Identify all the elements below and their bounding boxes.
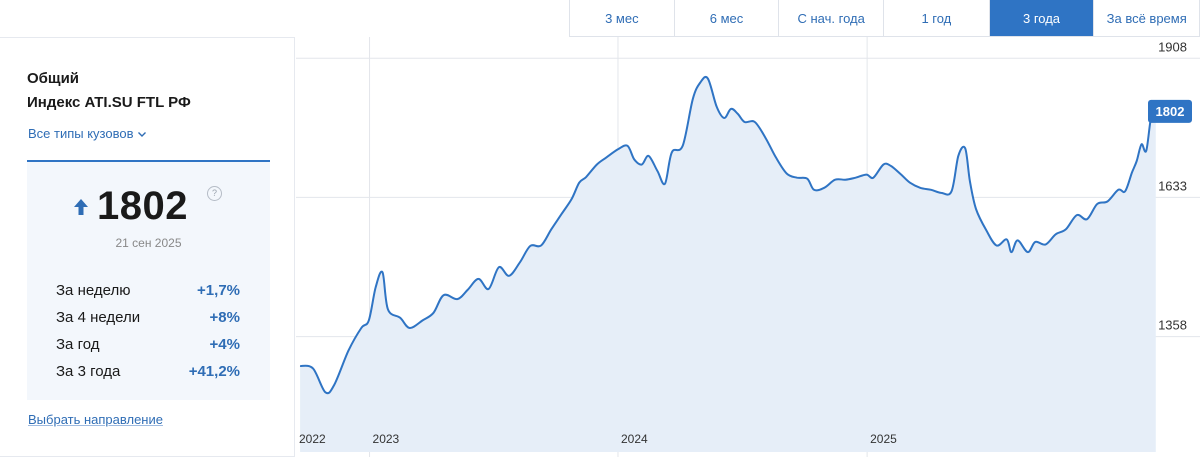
stat-value: +8% — [209, 309, 240, 326]
index-line — [299, 75, 1157, 395]
x-tick-label: 2024 — [621, 432, 648, 446]
x-tick-label: 2022 — [299, 432, 326, 446]
tab-period[interactable]: За всё время — [1106, 10, 1187, 26]
stat-label: За 4 недели — [56, 309, 141, 326]
stat-label: За 3 года — [56, 363, 121, 380]
choose-route-link[interactable]: Выбрать направление — [28, 412, 163, 427]
index-value-card: 1802 ? 21 сен 2025 За неделю +1,7% За 4 … — [27, 160, 270, 400]
body-type-dropdown[interactable]: Все типы кузовов — [28, 126, 147, 141]
index-panel: Общий Индекс ATI.SU FTL РФ Все типы кузо… — [0, 37, 295, 457]
stat-value: +1,7% — [197, 282, 240, 299]
stat-value: +4% — [209, 336, 240, 353]
tab-period[interactable]: 3 года — [989, 0, 1095, 36]
index-date: 21 сен 2025 — [115, 236, 182, 250]
stat-label: За год — [56, 336, 100, 353]
tab-period[interactable]: С нач. года — [779, 0, 885, 36]
tab-period[interactable]: 6 мес — [675, 0, 780, 36]
stat-row-3years: За 3 года +41,2% — [56, 363, 240, 380]
body-type-label: Все типы кузовов — [28, 126, 134, 141]
index-chart: 1358 1633 1908 2022 2023 2024 2025 1802 — [296, 37, 1200, 457]
index-value: 1802 — [97, 184, 188, 228]
stat-row-year: За год +4% — [56, 336, 240, 353]
y-tick-label: 1633 — [1158, 178, 1187, 193]
tab-period[interactable]: 1 год — [884, 0, 990, 36]
stat-row-4weeks: За 4 недели +8% — [56, 309, 240, 326]
tab-period[interactable]: 3 мес — [570, 0, 675, 36]
period-tabs: 3 мес 6 мес С нач. года 1 год 3 года За всё в… — [569, 0, 1200, 37]
stat-label: За неделю — [56, 282, 131, 299]
help-icon[interactable]: ? — [207, 186, 222, 201]
last-value-label: 1802 — [1156, 104, 1185, 119]
chevron-down-icon — [137, 131, 146, 137]
index-area — [300, 76, 1156, 452]
arrow-up-icon — [74, 199, 88, 215]
index-title-line1: Общий — [27, 70, 80, 87]
y-tick-label: 1358 — [1158, 318, 1187, 333]
x-tick-label: 2023 — [373, 432, 400, 446]
last-value-badge — [1148, 99, 1192, 123]
y-tick-label: 1908 — [1158, 39, 1187, 54]
stat-row-week: За неделю +1,7% — [56, 282, 240, 299]
x-tick-label: 2025 — [870, 432, 897, 446]
index-title-line2: Индекс ATI.SU FTL РФ — [27, 94, 191, 111]
stat-value: +41,2% — [188, 363, 240, 380]
